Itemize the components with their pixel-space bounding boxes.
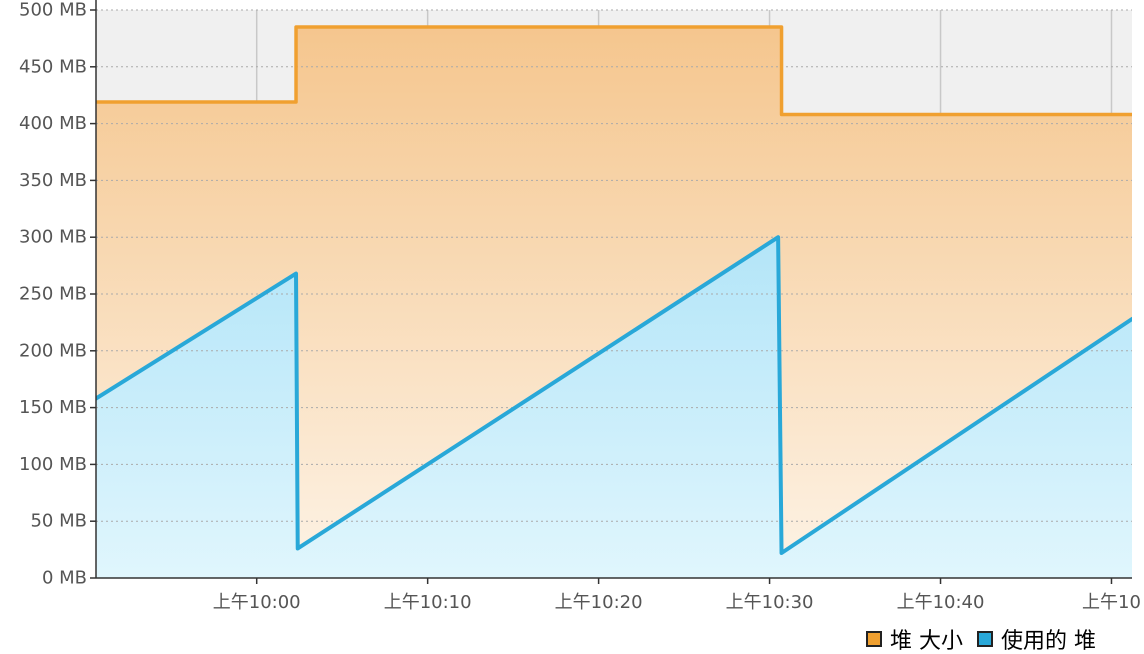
y-tick-label-3: 150 MB bbox=[19, 397, 87, 418]
legend-item-heap-size[interactable]: 堆 大小 bbox=[866, 624, 963, 654]
y-tick-label-9: 450 MB bbox=[19, 56, 87, 77]
x-tick-label-2: 上午10:20 bbox=[555, 592, 643, 613]
legend-label-heap-size: 堆 大小 bbox=[890, 629, 963, 654]
y-tick-label-1: 50 MB bbox=[30, 511, 87, 532]
series-line-0 bbox=[96, 25, 1132, 117]
series-lines bbox=[96, 25, 1132, 556]
used-heap-swatch-icon bbox=[977, 631, 993, 647]
x-tick-label-3: 上午10:30 bbox=[726, 592, 814, 613]
y-tick-label-4: 200 MB bbox=[19, 340, 87, 361]
y-tick-label-5: 250 MB bbox=[19, 284, 87, 305]
y-tick-label-10: 500 MB bbox=[19, 0, 87, 21]
y-tick-label-6: 300 MB bbox=[19, 227, 87, 248]
legend: 堆 大小 使用的 堆 bbox=[866, 624, 1144, 654]
series-line-1 bbox=[96, 235, 1132, 556]
x-tick-label-0: 上午10:00 bbox=[213, 592, 301, 613]
x-tick-label-1: 上午10:10 bbox=[384, 592, 472, 613]
heap-size-swatch-icon bbox=[866, 631, 882, 647]
x-tick-label-5: 上午10 bbox=[1082, 592, 1141, 613]
y-tick-label-2: 100 MB bbox=[19, 454, 87, 475]
x-axis-ticks: 上午10:00 上午10:10 上午10:20 上午10:30 上午10:40 上午10 bbox=[213, 578, 1141, 613]
y-tick-label-0: 0 MB bbox=[42, 568, 87, 589]
x-tick-label-4: 上午10:40 bbox=[897, 592, 985, 613]
y-tick-label-8: 400 MB bbox=[19, 113, 87, 134]
y-axis-ticks: 0 MB 50 MB 100 MB 150 MB 200 MB 250 MB 300 MB 3… bbox=[19, 0, 96, 589]
y-tick-label-7: 350 MB bbox=[19, 170, 87, 191]
heap-chart: 0 MB 50 MB 100 MB 150 MB 200 MB 250 MB 300 MB 3… bbox=[19, 0, 1141, 613]
legend-label-used-heap: 使用的 堆 bbox=[1001, 629, 1096, 654]
series-area-0 bbox=[96, 27, 1132, 578]
legend-item-used-heap[interactable]: 使用的 堆 bbox=[977, 624, 1096, 654]
